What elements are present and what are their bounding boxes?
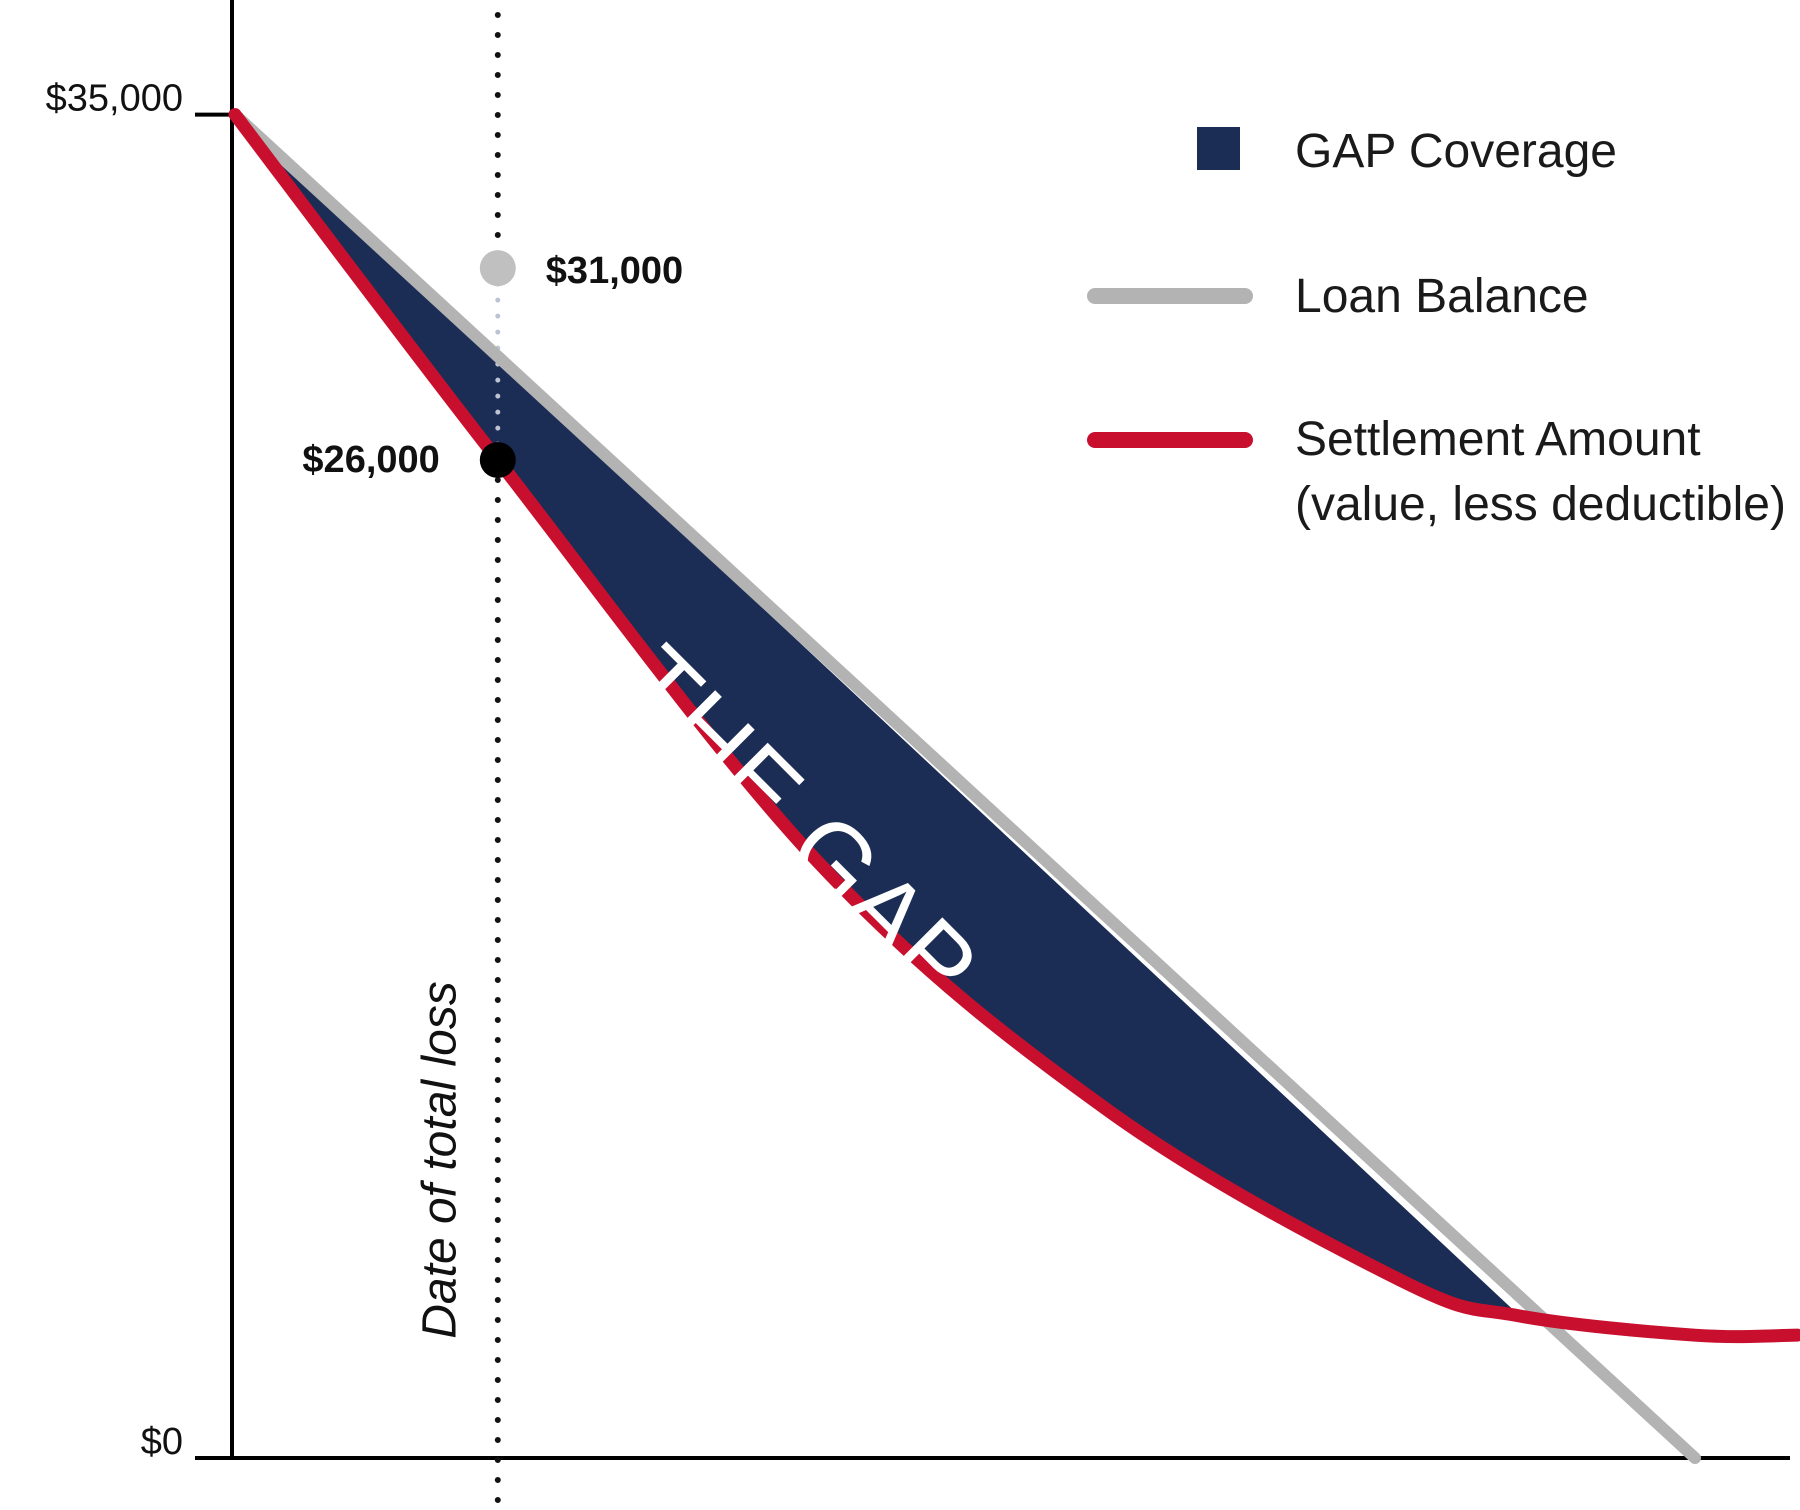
legend: GAP Coverage Loan Balance Settlement Amo…	[1087, 125, 1786, 531]
marker-points: $31,000 $26,000	[302, 250, 683, 481]
settlement-point	[479, 442, 516, 479]
y-tick-label: $35,000	[46, 78, 183, 120]
date-of-total-loss-label: Date of total loss	[414, 981, 467, 1339]
loan-balance-line	[229, 108, 1701, 1464]
settlement-point-label: $26,000	[302, 439, 439, 481]
y-tick-label: $0	[141, 1421, 183, 1463]
legend-gap-coverage-label: GAP Coverage	[1295, 125, 1617, 178]
y-ticks: $35,000 $0	[46, 78, 232, 1463]
loan-balance-point-label: $31,000	[546, 250, 683, 292]
legend-gap-coverage-swatch	[1197, 127, 1240, 170]
legend-settlement-sublabel: (value, less deductible)	[1295, 478, 1786, 531]
legend-settlement-label: Settlement Amount	[1295, 413, 1701, 466]
legend-loan-balance-label: Loan Balance	[1295, 270, 1589, 323]
loan-balance-point	[479, 250, 516, 287]
